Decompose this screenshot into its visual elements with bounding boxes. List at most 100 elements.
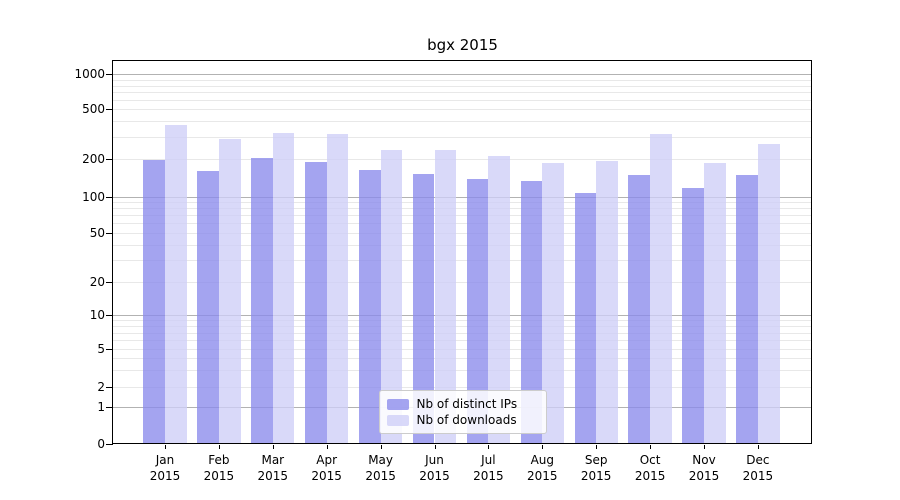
x-tick-label-year: 2015 — [688, 469, 720, 483]
x-tick — [165, 445, 166, 449]
bar-nb-of-distinct-ips-mar — [251, 158, 273, 444]
x-tick-label-year: 2015 — [149, 469, 181, 483]
y-tick-label: 1000 — [74, 67, 105, 82]
bar-nb-of-downloads-oct — [650, 133, 672, 444]
bar-nb-of-distinct-ips-jul — [466, 178, 489, 444]
bar-nb-of-downloads-aug — [542, 162, 564, 444]
x-tick-label-year: 2015 — [311, 469, 342, 483]
x-tick — [596, 445, 598, 449]
x-tick-label-month: Oct — [639, 453, 661, 467]
y-tick — [106, 281, 113, 283]
gridline-minor — [113, 208, 812, 210]
x-tick-label-year: 2015 — [365, 469, 396, 483]
y-tick — [106, 315, 113, 317]
y-tick — [106, 407, 113, 408]
x-tick-label: Dec 2015 — [728, 452, 788, 484]
gridline-minor — [113, 92, 812, 94]
gridline-major — [113, 196, 812, 198]
x-tick-label-month: Jul — [481, 453, 496, 467]
x-tick-label-month: Feb — [208, 453, 230, 467]
gridline-minor — [113, 281, 812, 283]
x-tick-label: Nov 2015 — [674, 452, 734, 484]
bar-nb-of-distinct-ips-sep — [574, 192, 597, 444]
x-tick-label-year: 2015 — [419, 469, 450, 483]
x-tick-label-year: 2015 — [634, 469, 666, 483]
bar-nb-of-downloads-jan — [165, 125, 187, 444]
y-tick — [106, 386, 113, 388]
x-tick-label-year: 2015 — [527, 469, 558, 483]
gridline-minor — [113, 320, 812, 322]
gridline-major — [113, 315, 812, 317]
gridline-minor — [113, 260, 812, 262]
legend-swatch-downloads — [386, 414, 409, 426]
x-tick-label-year: 2015 — [473, 469, 504, 483]
gridline-minor — [113, 386, 812, 388]
x-tick-label: Sep 2015 — [566, 452, 626, 484]
x-tick-label-month: Sep — [584, 453, 608, 467]
x-tick — [218, 445, 220, 449]
y-tick — [106, 444, 113, 445]
gridline-minor — [113, 137, 812, 139]
bar-nb-of-downloads-dec — [757, 144, 780, 444]
x-tick — [434, 445, 436, 449]
x-tick-label: Jan 2015 — [135, 452, 195, 484]
gridline-minor — [113, 244, 812, 246]
y-tick-label: 20 — [89, 274, 105, 289]
x-tick-label: Aug 2015 — [512, 452, 572, 484]
legend-item-downloads: Nb of downloads — [386, 412, 538, 428]
bar-nb-of-distinct-ips-feb — [197, 170, 219, 444]
y-tick-label: 5 — [97, 342, 105, 357]
x-tick-label: Jul 2015 — [458, 452, 518, 484]
y-tick — [106, 159, 113, 161]
x-tick-label-month: Mar — [261, 453, 285, 467]
x-tick — [650, 445, 652, 449]
x-tick-label-month: Aug — [530, 453, 555, 467]
y-tick-label: 50 — [89, 225, 105, 240]
gridline-minor — [113, 223, 812, 225]
bar-nb-of-distinct-ips-nov — [682, 188, 704, 444]
gridline-minor — [113, 202, 812, 204]
gridline-minor — [113, 349, 812, 351]
bar-nb-of-downloads-nov — [704, 162, 726, 444]
x-tick — [704, 445, 705, 449]
bar-nb-of-distinct-ips-jun — [412, 174, 435, 444]
y-tick-label: 500 — [82, 102, 105, 117]
bar-nb-of-downloads-mar — [272, 133, 295, 444]
chart-title: bgx 2015 — [427, 36, 498, 54]
y-tick-label: 200 — [82, 152, 105, 167]
gridline-minor — [113, 79, 812, 81]
gridline-minor — [113, 326, 812, 328]
bar-nb-of-downloads-sep — [596, 160, 618, 444]
gridline-minor — [113, 358, 812, 360]
gridline-major — [113, 74, 812, 76]
y-tick — [106, 349, 113, 351]
y-tick-label: 1 — [97, 400, 105, 414]
gridline-minor — [113, 215, 812, 217]
legend-swatch-distinct-ips — [386, 398, 409, 410]
gridline-minor — [113, 332, 812, 334]
bar-nb-of-distinct-ips-apr — [305, 161, 327, 444]
gridline-minor — [113, 370, 812, 372]
bar-nb-of-distinct-ips-aug — [520, 180, 543, 444]
y-tick-label: 2 — [97, 379, 105, 394]
gridline-minor — [113, 232, 812, 234]
gridline-minor — [113, 340, 812, 342]
legend-label-downloads: Nb of downloads — [416, 413, 517, 427]
y-tick-label: 100 — [82, 189, 105, 204]
legend-item-distinct-ips: Nb of distinct IPs — [386, 396, 538, 412]
x-tick-label-month: Jun — [425, 453, 444, 467]
x-tick-label-month: Nov — [692, 453, 716, 467]
bar-nb-of-distinct-ips-may — [358, 169, 381, 444]
x-tick-label-month: Apr — [316, 453, 338, 467]
y-tick-label: 0 — [97, 437, 105, 451]
bar-nb-of-distinct-ips-oct — [628, 174, 651, 444]
x-tick-label: Jun 2015 — [405, 452, 465, 484]
legend-label-distinct-ips: Nb of distinct IPs — [416, 397, 518, 411]
bar-nb-of-downloads-jul — [488, 156, 511, 444]
x-tick-label: Oct 2015 — [620, 452, 680, 484]
gridline-minor — [113, 109, 812, 111]
x-tick — [380, 445, 382, 449]
x-tick-label-month: Jan — [155, 453, 175, 467]
x-tick — [542, 445, 544, 449]
y-tick-label: 10 — [89, 308, 105, 323]
